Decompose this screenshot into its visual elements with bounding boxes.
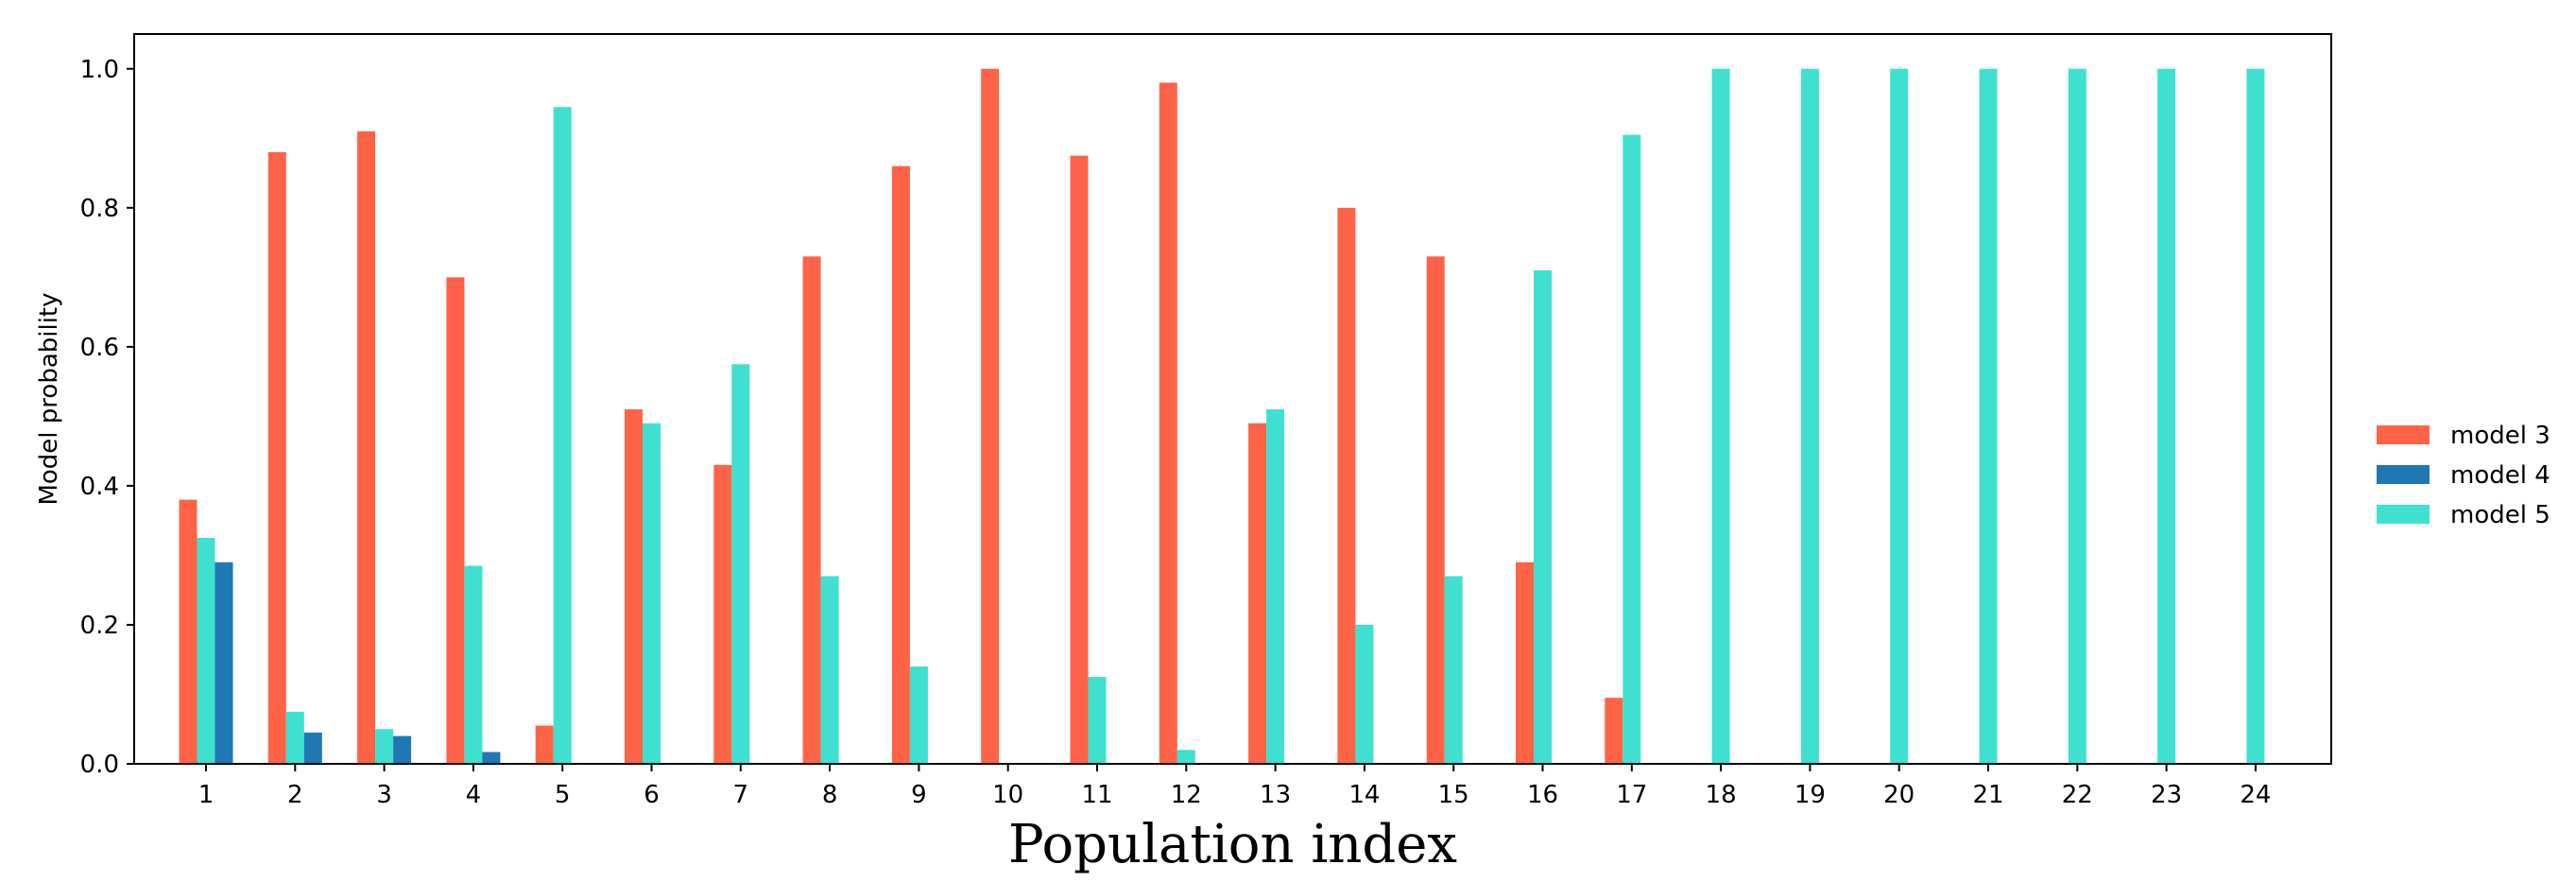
bar-model-3-5 xyxy=(535,725,554,764)
x-tick-label: 13 xyxy=(1260,781,1291,809)
x-tick-label: 19 xyxy=(1795,781,1826,809)
x-tick-label: 20 xyxy=(1883,781,1915,809)
legend-label-model-4: model 4 xyxy=(2450,461,2550,490)
x-tick-label: 9 xyxy=(911,781,927,809)
bar-model-5-13 xyxy=(1266,409,1285,764)
bar-model-3-3 xyxy=(357,130,376,764)
x-tick-label: 15 xyxy=(1438,781,1469,809)
x-tick-label: 1 xyxy=(198,781,215,809)
x-tick-label: 4 xyxy=(466,781,482,809)
bar-model-3-13 xyxy=(1248,423,1267,764)
legend-label-model-3: model 3 xyxy=(2450,422,2550,450)
bar-model-5-12 xyxy=(1176,750,1195,764)
x-tick-label: 22 xyxy=(2062,781,2093,809)
bar-model-5-15 xyxy=(1444,576,1463,764)
bar-model-5-6 xyxy=(643,423,661,764)
bar-model-5-1 xyxy=(197,538,215,764)
bar-model-5-24 xyxy=(2246,68,2265,764)
x-tick-label: 14 xyxy=(1348,781,1380,809)
bar-model-5-21 xyxy=(1979,68,1998,764)
legend: model 3 model 4 model 5 xyxy=(2377,422,2550,529)
y-tick-label: 0.6 xyxy=(80,334,119,362)
plot-frame xyxy=(133,33,2332,765)
bar-model-3-10 xyxy=(981,68,1000,764)
bar-model-5-2 xyxy=(285,711,304,764)
bar-model-3-8 xyxy=(802,256,821,764)
x-tick-label: 2 xyxy=(287,781,303,809)
x-tick-label: 17 xyxy=(1616,781,1647,809)
bar-model-3-4 xyxy=(446,277,465,765)
x-tick-label: 6 xyxy=(644,781,660,809)
x-tick-label: 3 xyxy=(376,781,392,809)
legend-swatch-model-4 xyxy=(2377,465,2430,484)
x-tick-label: 23 xyxy=(2151,781,2182,809)
bar-model-3-11 xyxy=(1070,155,1089,765)
bar-model-5-16 xyxy=(1534,269,1552,765)
bar-model-4-2 xyxy=(303,732,322,764)
legend-swatch-model-3 xyxy=(2377,425,2430,444)
bar-model-5-7 xyxy=(731,364,750,764)
bar-model-3-15 xyxy=(1426,256,1445,764)
bar-model-5-4 xyxy=(464,565,483,764)
x-tick-label: 16 xyxy=(1527,781,1558,809)
bar-model-4-4 xyxy=(482,752,501,764)
legend-swatch-model-5 xyxy=(2377,505,2430,524)
bars-layer xyxy=(179,68,2265,765)
bar-model-3-2 xyxy=(267,151,286,765)
x-axis: 1 2 3 4 5 6 7 8 9 10 11 12 13 14 15 16 17 18 19 20 21 22 23 24 xyxy=(198,764,2271,809)
bar-model-3-6 xyxy=(625,409,643,764)
bar-model-3-12 xyxy=(1159,82,1177,765)
bar-model-5-19 xyxy=(1800,68,1819,764)
bar-model-5-22 xyxy=(2068,68,2087,764)
bar-model-5-3 xyxy=(375,729,394,764)
x-tick-label: 11 xyxy=(1081,781,1112,809)
x-tick-label: 7 xyxy=(733,781,749,809)
bar-model-3-7 xyxy=(713,464,732,764)
x-tick-label: 24 xyxy=(2240,781,2271,809)
y-tick-label: 1.0 xyxy=(80,56,119,84)
bar-model-5-17 xyxy=(1623,134,1641,765)
bar-model-3-17 xyxy=(1605,698,1623,764)
bar-model-4-1 xyxy=(215,562,233,764)
bar-model-5-23 xyxy=(2157,68,2176,764)
x-tick-label: 18 xyxy=(1706,781,1737,809)
y-axis-label: Model probability xyxy=(35,292,63,505)
x-tick-label: 10 xyxy=(992,781,1023,809)
bar-model-3-16 xyxy=(1516,562,1534,764)
bar-model-5-11 xyxy=(1088,677,1107,764)
y-tick-label: 0.4 xyxy=(80,473,119,501)
bar-model-3-9 xyxy=(891,165,910,764)
y-tick-label: 0.8 xyxy=(80,195,119,223)
bar-model-5-18 xyxy=(1711,68,1730,764)
bar-model-5-9 xyxy=(909,666,928,764)
x-axis-label: Population index xyxy=(1008,814,1457,875)
y-axis: 0.0 0.2 0.4 0.6 0.8 1.0 xyxy=(80,56,134,779)
x-tick-label: 8 xyxy=(822,781,838,809)
bar-model-4-3 xyxy=(393,735,412,764)
x-tick-label: 21 xyxy=(1972,781,2003,809)
x-tick-label: 5 xyxy=(555,781,571,809)
bar-model-3-14 xyxy=(1337,207,1356,764)
bar-model-5-14 xyxy=(1355,624,1374,764)
legend-label-model-5: model 5 xyxy=(2450,501,2550,529)
y-tick-label: 0.2 xyxy=(80,612,119,640)
x-tick-label: 12 xyxy=(1171,781,1202,809)
bar-model-5-8 xyxy=(820,576,839,764)
bar-model-3-1 xyxy=(179,499,197,764)
bar-model-5-20 xyxy=(1890,68,1909,764)
bar-model-5-5 xyxy=(553,107,572,764)
y-tick-label: 0.0 xyxy=(80,751,119,779)
